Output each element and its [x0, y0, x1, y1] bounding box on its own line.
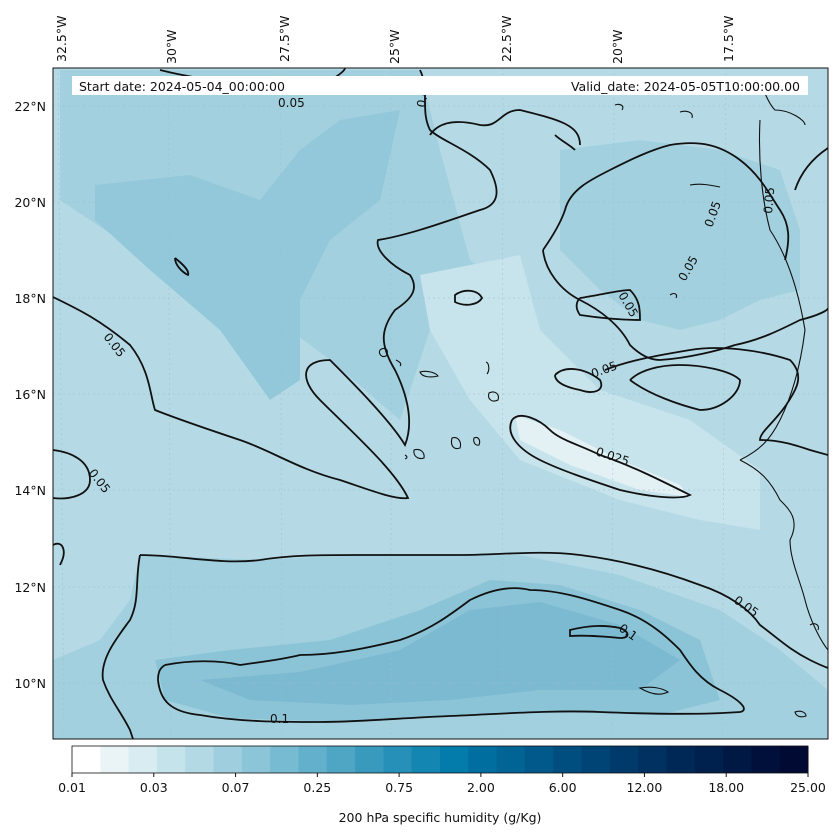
lat-label: 12°N [14, 580, 46, 595]
colorbar-swatch [609, 746, 639, 773]
colorbar: 0.01 0.03 0.07 0.25 0.75 2.00 6.00 12.00 18.00 25… [58, 745, 826, 795]
colorbar-swatch [581, 746, 611, 773]
colorbar-tick-label: 0.01 [58, 780, 86, 795]
lat-label: 20°N [14, 195, 46, 210]
lat-label: 10°N [14, 676, 46, 691]
colorbar-swatch [298, 746, 328, 773]
start-date-label: Start date: 2024-05-04_00:00:00 [79, 79, 285, 94]
colorbar-swatch [553, 746, 583, 773]
map-frame [52, 67, 829, 740]
latitude-labels: 22°N 20°N 18°N 16°N 14°N 12°N 10°N [14, 99, 46, 691]
colorbar-tick-label: 18.00 [708, 780, 744, 795]
colorbar-title: 200 hPa specific humidity (g/Kg) [339, 810, 542, 825]
colorbar-swatch [723, 746, 752, 773]
colorbar-swatch [694, 746, 724, 773]
lat-label: 18°N [14, 291, 46, 306]
coastline [378, 79, 828, 718]
colorbar-swatch [72, 746, 101, 773]
lat-label: 22°N [14, 99, 46, 114]
lon-label: 20°W [610, 29, 625, 64]
colorbar-swatch [411, 746, 441, 773]
lat-label: 16°N [14, 387, 46, 402]
colorbar-tick-label: 0.25 [303, 780, 331, 795]
lon-label: 30°W [164, 29, 179, 64]
colorbar-tick-label: 0.03 [140, 780, 168, 795]
lon-label: 22.5°W [499, 16, 514, 62]
colorbar-swatch [638, 746, 667, 773]
colorbar-swatch [100, 746, 130, 773]
colorbar-swatch [751, 746, 781, 773]
lat-label: 14°N [14, 483, 46, 498]
colorbar-swatch [355, 746, 384, 773]
colorbar-tick-label: 6.00 [549, 780, 577, 795]
colorbar-swatch [128, 746, 158, 773]
info-box [72, 76, 808, 95]
lon-label: 27.5°W [277, 16, 292, 62]
colorbar-swatch [666, 746, 696, 773]
lon-label: 25°W [387, 29, 402, 64]
colorbar-tick-label: 12.00 [627, 780, 663, 795]
colorbar-swatch [524, 746, 554, 773]
colorbar-swatch [779, 746, 809, 773]
colorbar-tick-label: 25.00 [790, 780, 826, 795]
colorbar-swatch [468, 746, 498, 773]
colorbar-swatch [383, 746, 413, 773]
lon-label: 32.5°W [54, 16, 69, 62]
colorbar-swatch [241, 746, 271, 773]
colorbar-swatch [185, 746, 215, 773]
field-band-moist [95, 110, 400, 400]
colorbar-swatch [156, 746, 186, 773]
colorbar-swatch [440, 746, 469, 773]
colorbar-tick-label: 2.00 [467, 780, 495, 795]
colorbar-swatch [326, 746, 356, 773]
colorbar-tick-label: 0.75 [385, 780, 413, 795]
colorbar-swatch [270, 746, 299, 773]
lon-label: 17.5°W [721, 16, 736, 62]
humidity-field: 0.05 0.05 0.05 0.05 0.05 0.05 0.05 0.05 … [53, 68, 828, 739]
field-ne [560, 140, 800, 330]
colorbar-swatch [496, 746, 526, 773]
valid-date-label: Valid_date: 2024-05-05T10:00:00.00 [571, 79, 800, 94]
colorbar-tick-label: 0.07 [222, 780, 250, 795]
longitude-labels: 32.5°W 30°W 27.5°W 25°W 22.5°W 20°W 17.5… [54, 16, 736, 64]
contour-label: 0.1 [270, 712, 289, 726]
colorbar-swatch [213, 746, 243, 773]
colorbar-frame [71, 745, 809, 774]
contour-label: 0.05 [761, 186, 777, 214]
contour-label: 0.05 [278, 96, 305, 110]
field-south-core [200, 602, 680, 705]
